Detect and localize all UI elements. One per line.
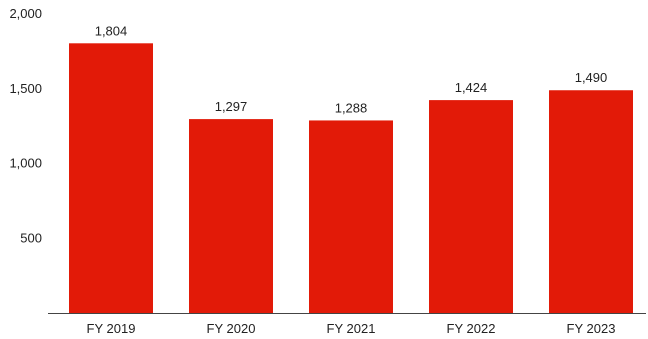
data-label: 1,297 <box>215 99 248 114</box>
y-tick-label: 2,000 <box>9 6 42 21</box>
data-labels-group: 1,804 1,297 1,288 1,424 1,490 <box>95 23 608 115</box>
x-tick-label: FY 2023 <box>567 321 616 336</box>
x-tick-label: FY 2019 <box>87 321 136 336</box>
y-tick-label: 1,500 <box>9 81 42 96</box>
bar <box>309 120 393 313</box>
data-label: 1,804 <box>95 23 128 38</box>
x-axis-category-labels: FY 2019 FY 2020 FY 2021 FY 2022 FY 2023 <box>87 321 616 336</box>
data-label: 1,490 <box>575 70 608 85</box>
data-label: 1,424 <box>455 80 488 95</box>
bars-group <box>69 43 633 314</box>
x-tick-label: FY 2020 <box>207 321 256 336</box>
bar <box>69 43 153 313</box>
bar <box>189 119 273 313</box>
y-axis-ticks: 500 1,000 1,500 2,000 <box>9 6 42 245</box>
bar <box>429 100 513 313</box>
y-tick-label: 500 <box>20 230 42 245</box>
y-tick-label: 1,000 <box>9 156 42 171</box>
x-tick-label: FY 2022 <box>447 321 496 336</box>
data-label: 1,288 <box>335 100 368 115</box>
x-tick-label: FY 2021 <box>327 321 376 336</box>
bar <box>549 90 633 314</box>
